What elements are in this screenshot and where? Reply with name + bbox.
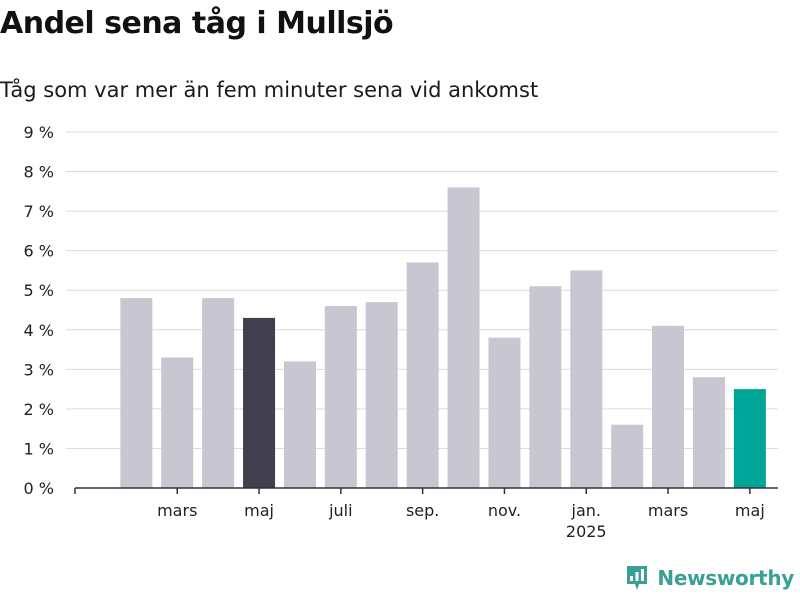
y-tick-label: 1 % <box>24 439 54 458</box>
bar-2025-01 <box>570 270 603 488</box>
chart-title: Andel sena tåg i Mullsjö <box>0 6 394 41</box>
x-tick-label: sep. <box>406 501 439 520</box>
bar-2025-02 <box>611 424 644 488</box>
bar-2024-06 <box>283 361 316 488</box>
bar-2024-02 <box>120 298 153 488</box>
y-tick-label: 3 % <box>24 360 54 379</box>
bar-2024-12 <box>529 286 562 488</box>
y-tick-label: 5 % <box>24 281 54 300</box>
bar-2024-08 <box>365 302 398 488</box>
x-tick-label: jan. <box>571 501 601 520</box>
y-tick-label: 6 % <box>24 242 54 261</box>
bar-2024-07 <box>324 306 357 488</box>
bar-2024-04 <box>202 298 235 488</box>
brand-logo[interactable]: Newsworthy <box>625 564 794 592</box>
bar-2024-09 <box>406 262 439 488</box>
x-tick-label: juli <box>328 501 352 520</box>
chart-subtitle: Tåg som var mer än fem minuter sena vid … <box>0 78 539 102</box>
bar-2024-03 <box>161 357 194 488</box>
x-tick-year-label: 2025 <box>566 522 607 541</box>
x-tick-label: maj <box>735 501 765 520</box>
y-tick-label: 7 % <box>24 202 54 221</box>
x-tick-label: nov. <box>488 501 521 520</box>
x-tick-label: maj <box>244 501 274 520</box>
y-tick-label: 0 % <box>24 479 54 498</box>
y-tick-label: 9 % <box>24 123 54 142</box>
newsworthy-logo-icon <box>627 566 648 590</box>
bar-2024-11 <box>488 337 521 488</box>
x-tick-label: mars <box>157 501 197 520</box>
y-tick-label: 8 % <box>24 163 54 182</box>
bar-2025-05 <box>733 389 766 488</box>
y-tick-label: 2 % <box>24 400 54 419</box>
y-tick-label: 4 % <box>24 321 54 340</box>
bar-2025-04 <box>692 377 725 488</box>
bar-2025-03 <box>652 325 685 488</box>
x-tick-label: mars <box>648 501 688 520</box>
bar-2024-10 <box>447 187 480 488</box>
brand-name: Newsworthy <box>657 566 794 590</box>
bar-2024-05 <box>243 317 276 488</box>
